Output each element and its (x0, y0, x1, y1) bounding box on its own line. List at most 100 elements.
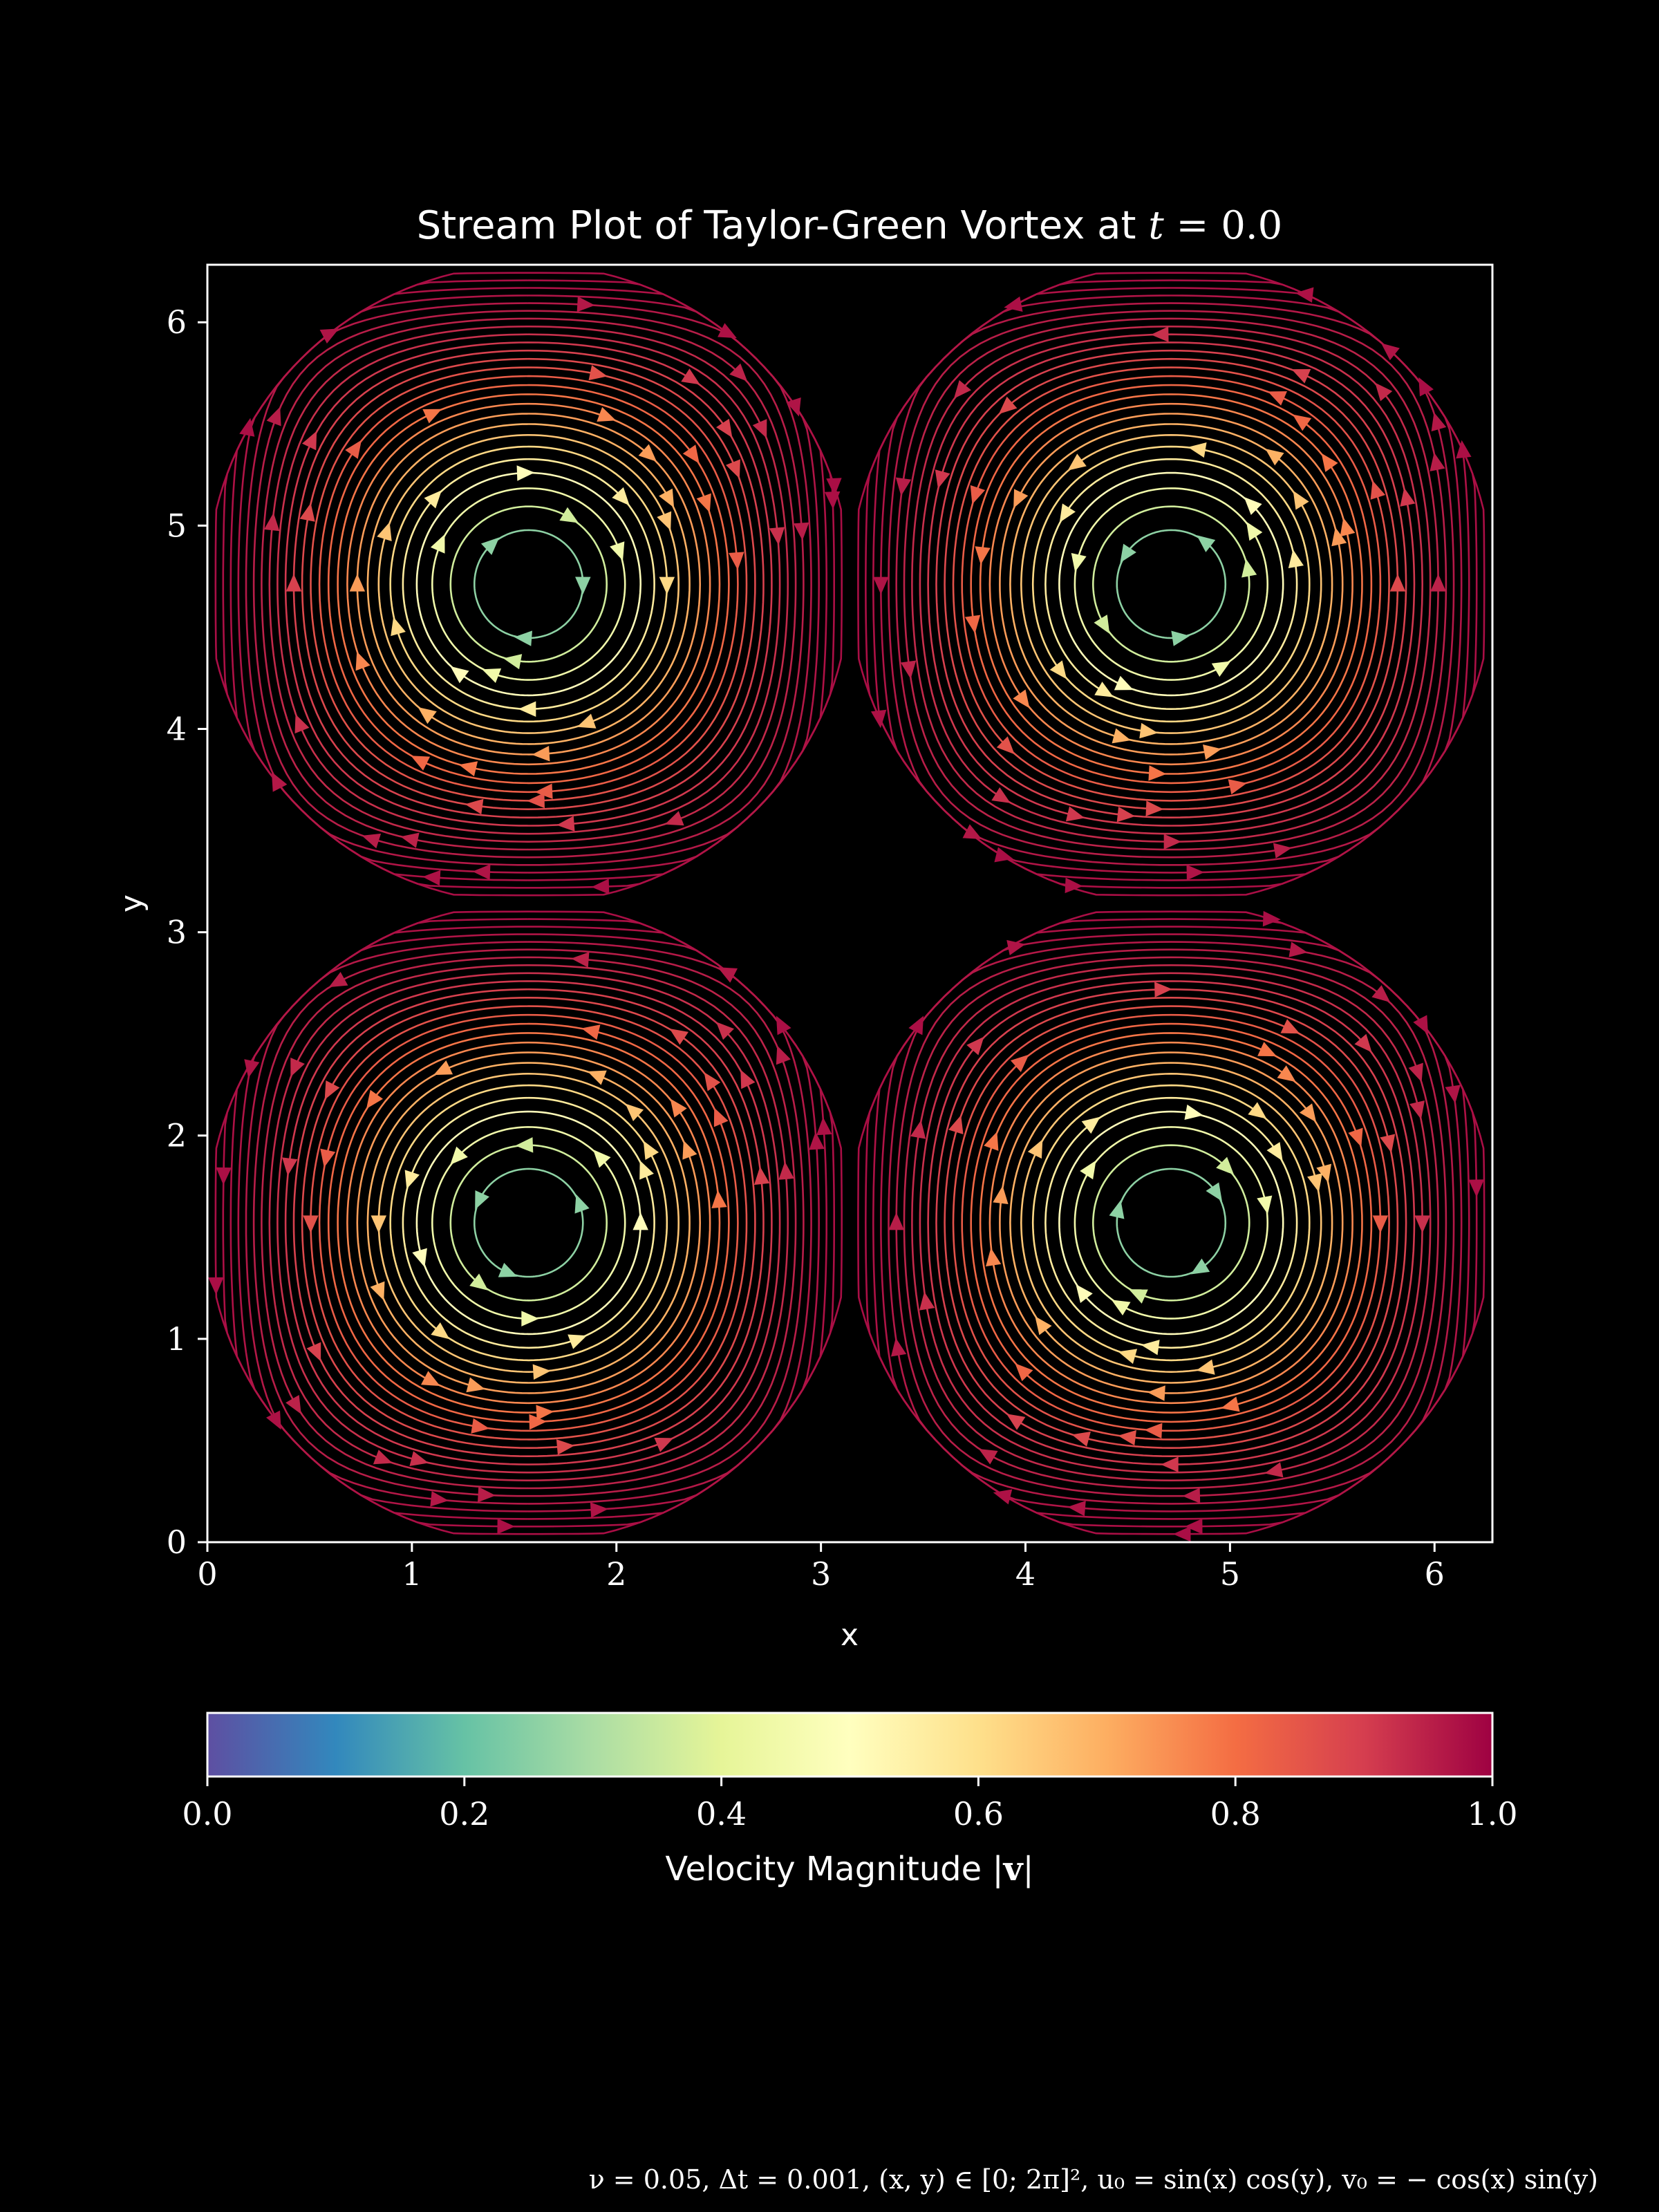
stream-arrow (587, 1070, 607, 1085)
stream-arrow (244, 1059, 260, 1078)
stream-arrow (659, 488, 675, 508)
stream-arrow (890, 1338, 907, 1357)
streamline (903, 956, 1439, 1490)
stream-arrow (1375, 382, 1393, 402)
stream-arrow (1065, 877, 1083, 894)
stream-arrow (1331, 527, 1347, 547)
stream-arrow (1065, 806, 1085, 822)
stream-arrow (1027, 1139, 1043, 1159)
stream-arrow (1430, 452, 1445, 471)
streamline (366, 423, 691, 745)
streamline (237, 933, 821, 1512)
stream-arrow (1154, 982, 1172, 997)
stream-arrow (521, 1311, 539, 1327)
stream-arrow (996, 736, 1015, 755)
x-axis-ticks: 0 1 2 3 4 5 6 (197, 1542, 1445, 1593)
stream-arrow (355, 651, 371, 671)
stream-arrow (1400, 487, 1416, 507)
footer-note: ν = 0.05, Δt = 0.001, (x, y) ∈ [0; 2π]²,… (589, 2164, 1598, 2195)
colorbar-tick-label: 0.2 (439, 1795, 489, 1833)
stream-arrow (1141, 1340, 1160, 1356)
stream-arrow (263, 512, 280, 532)
colorbar-label-end: | (1023, 1850, 1034, 1888)
stream-arrow (1059, 503, 1076, 523)
stream-arrow (450, 666, 469, 684)
streamline (261, 317, 797, 851)
stream-arrow (458, 761, 478, 777)
stream-arrow (1307, 1173, 1322, 1192)
stream-arrow (431, 1322, 450, 1340)
stream-arrow (577, 713, 597, 729)
stream-arrow (285, 1395, 301, 1414)
stream-arrow (986, 1248, 1002, 1267)
stream-arrow (910, 1120, 926, 1139)
streamline (979, 393, 1363, 775)
streamline (402, 1096, 655, 1349)
stream-arrow (610, 541, 625, 561)
stream-arrow (718, 323, 737, 339)
stream-arrow (532, 745, 550, 762)
streamline (415, 471, 642, 697)
streamline (1009, 1062, 1333, 1384)
stream-arrow (643, 1141, 659, 1161)
streamline (988, 402, 1353, 766)
stream-arrow (948, 1115, 964, 1134)
y-tick-label: 4 (167, 710, 187, 747)
stream-arrow (1216, 1156, 1235, 1175)
stream-arrow (559, 507, 579, 523)
stream-arrow (1049, 660, 1067, 679)
stream-arrow (713, 1107, 729, 1127)
stream-arrow (1114, 675, 1134, 691)
stream-arrow (306, 1342, 321, 1362)
x-tick-label: 0 (197, 1555, 217, 1593)
stream-arrow (1004, 296, 1023, 312)
colorbar-bar (206, 1712, 1494, 1778)
streamline (903, 317, 1439, 851)
stream-arrow (1116, 806, 1136, 823)
chart-title-math-var: t (1148, 203, 1164, 248)
x-tick-label: 3 (811, 1555, 831, 1593)
stream-arrow (400, 832, 420, 848)
stream-arrow (1408, 1062, 1423, 1082)
stream-arrow (1015, 1363, 1033, 1382)
stream-arrow (1197, 535, 1216, 552)
streamline (431, 487, 626, 681)
stream-arrow (430, 534, 445, 554)
streamline (229, 926, 827, 1520)
streamline (377, 433, 680, 734)
streamline (952, 366, 1390, 802)
streamline (245, 302, 812, 866)
stream-arrow (1184, 1518, 1203, 1535)
stream-arrow (638, 444, 657, 462)
stream-arrow (1071, 552, 1087, 572)
stream-arrow (682, 1140, 697, 1160)
stream-arrow (1389, 574, 1406, 592)
streamline (944, 996, 1399, 1450)
stream-arrow (532, 1364, 551, 1380)
stream-arrow (1111, 1300, 1131, 1316)
streamline (911, 964, 1432, 1482)
stream-arrow (1316, 1163, 1332, 1183)
plot-area: 0 1 2 3 4 5 6 0 1 2 3 4 5 6 (167, 263, 1494, 1593)
stream-arrow (285, 574, 302, 592)
stream-arrow (1067, 453, 1087, 471)
stream-arrow (216, 1167, 232, 1185)
stream-arrow (888, 1212, 904, 1230)
stream-arrow (1186, 865, 1205, 881)
stream-arrow (411, 756, 431, 771)
stream-arrow (421, 1371, 440, 1387)
stream-arrow (776, 1045, 791, 1065)
stream-arrow (1144, 1423, 1163, 1438)
stream-arrow (704, 1072, 721, 1091)
stream-arrow (577, 296, 595, 312)
streamline (919, 333, 1424, 835)
stream-arrow (670, 1098, 687, 1118)
stream-arrow (1268, 391, 1287, 406)
stream-arrow (1288, 941, 1308, 957)
streamline (229, 287, 827, 881)
streamline (872, 926, 1470, 1520)
stream-arrow (1118, 1349, 1138, 1365)
stream-arrow (529, 1414, 547, 1430)
stream-arrow (239, 418, 255, 437)
y-tick-label: 2 (167, 1117, 187, 1154)
